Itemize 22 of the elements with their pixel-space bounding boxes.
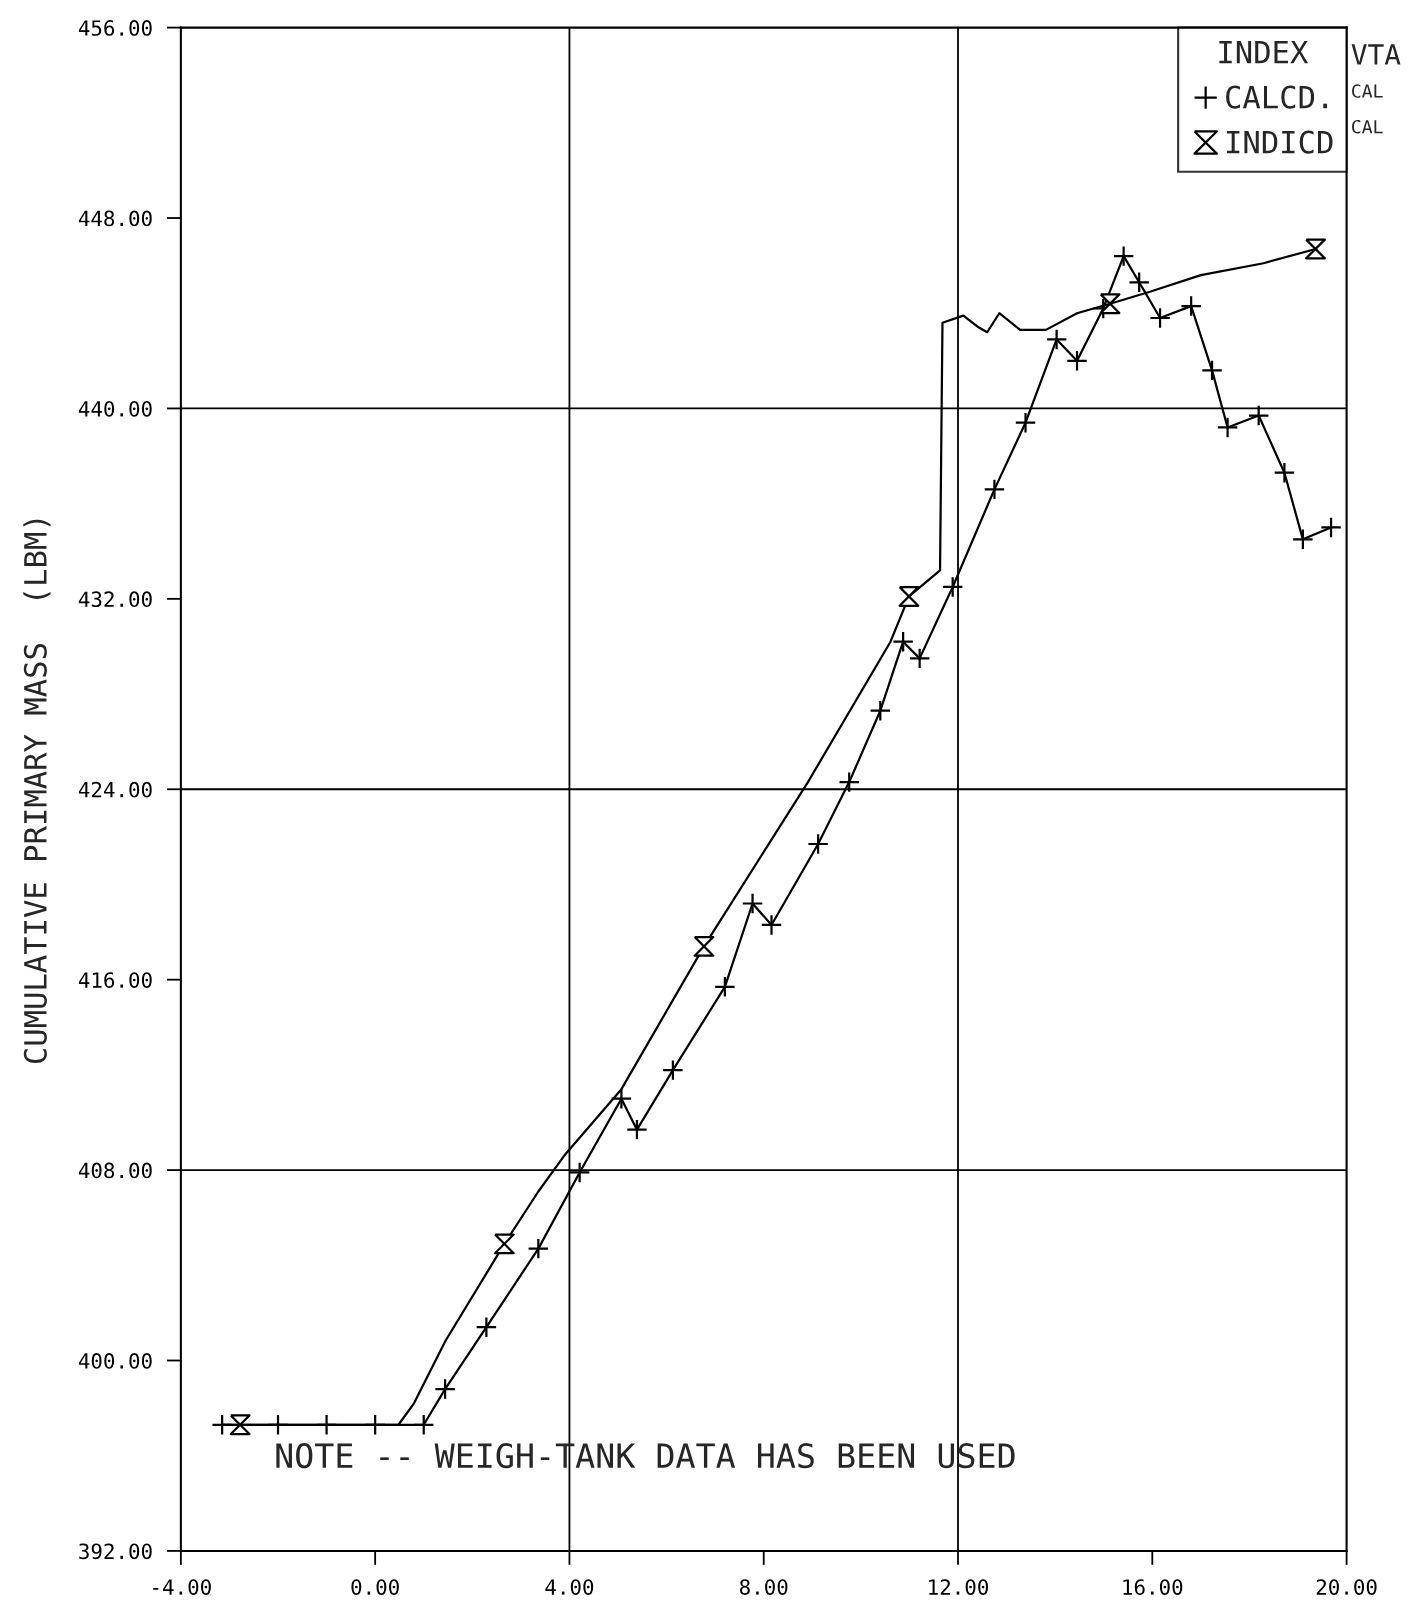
y-tick-label: 408.00 — [78, 1162, 152, 1179]
y-tick-label: 416.00 — [78, 972, 152, 988]
y-tick-label: 440.00 — [78, 400, 152, 417]
y-tick-label: 432.00 — [78, 591, 152, 608]
text: VTA — [1351, 44, 1401, 65]
x-tick-label: -4.00 — [153, 1579, 211, 1595]
y-tick-label: 456.00 — [78, 20, 152, 36]
legend-title: INDEX — [1219, 40, 1309, 64]
y-tick-label: 400.00 — [78, 1353, 152, 1369]
x-tick-label: 16.00 — [1123, 1579, 1183, 1595]
y-tick-label: 392.00 — [79, 1543, 152, 1560]
legend-label: CALCD. — [1226, 85, 1328, 109]
x-tick-label: 20.00 — [1316, 1579, 1377, 1595]
x-tick-label: 4.00 — [545, 1579, 594, 1595]
text: CAL — [1352, 84, 1383, 98]
x-tick-label: 12.00 — [929, 1579, 989, 1595]
y-tick-label: 424.00 — [78, 781, 152, 798]
y-tick-label: 448.00 — [78, 210, 152, 227]
text: CAL — [1352, 119, 1383, 134]
y-axis-title: CUMULATIVE PRIMARY MASS (LBM) — [23, 519, 51, 1064]
x-tick-label: 0.00 — [351, 1579, 399, 1595]
x-tick-label: 8.00 — [739, 1579, 788, 1595]
